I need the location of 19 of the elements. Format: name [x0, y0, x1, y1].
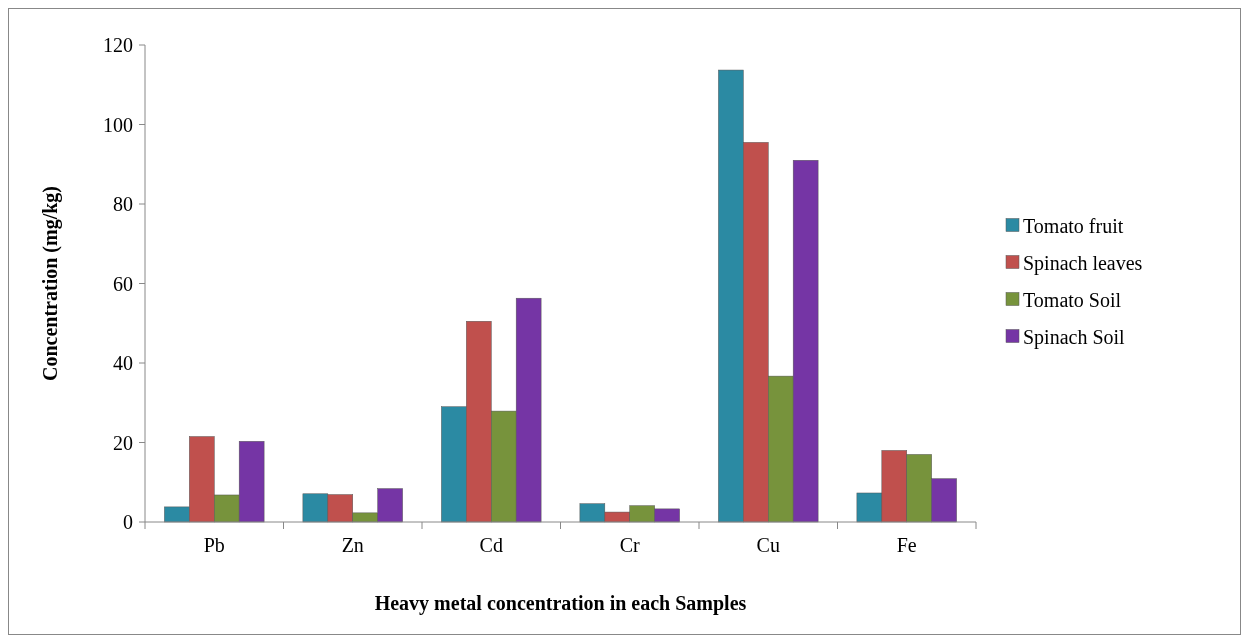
x-axis-title: Heavy metal concentration in each Samples — [374, 592, 747, 615]
x-tick-label: Fe — [896, 534, 917, 556]
y-tick-label: 20 — [113, 431, 133, 454]
x-tick-label: Cd — [479, 534, 503, 556]
x-tick-label: Cu — [756, 534, 780, 556]
y-tick-label: 0 — [123, 511, 133, 533]
y-tick-label: 60 — [113, 272, 133, 295]
x-tick-label: Pb — [203, 534, 225, 556]
y-axis-title: Concentration (mg/kg) — [39, 186, 62, 381]
y-tick-label: 100 — [103, 113, 133, 136]
x-tick-label: Cr — [619, 534, 641, 556]
legend-label: Spinach Soil — [1023, 325, 1126, 349]
y-tick-label: 40 — [113, 352, 133, 374]
legend-label: Spinach leaves — [1023, 251, 1143, 275]
y-tick-label: 120 — [103, 34, 133, 56]
legend-label: Tomato fruit — [1023, 214, 1124, 237]
y-tick-label: 80 — [113, 193, 133, 215]
legend-label: Tomato Soil — [1023, 288, 1122, 311]
x-tick-label: Zn — [341, 534, 364, 556]
